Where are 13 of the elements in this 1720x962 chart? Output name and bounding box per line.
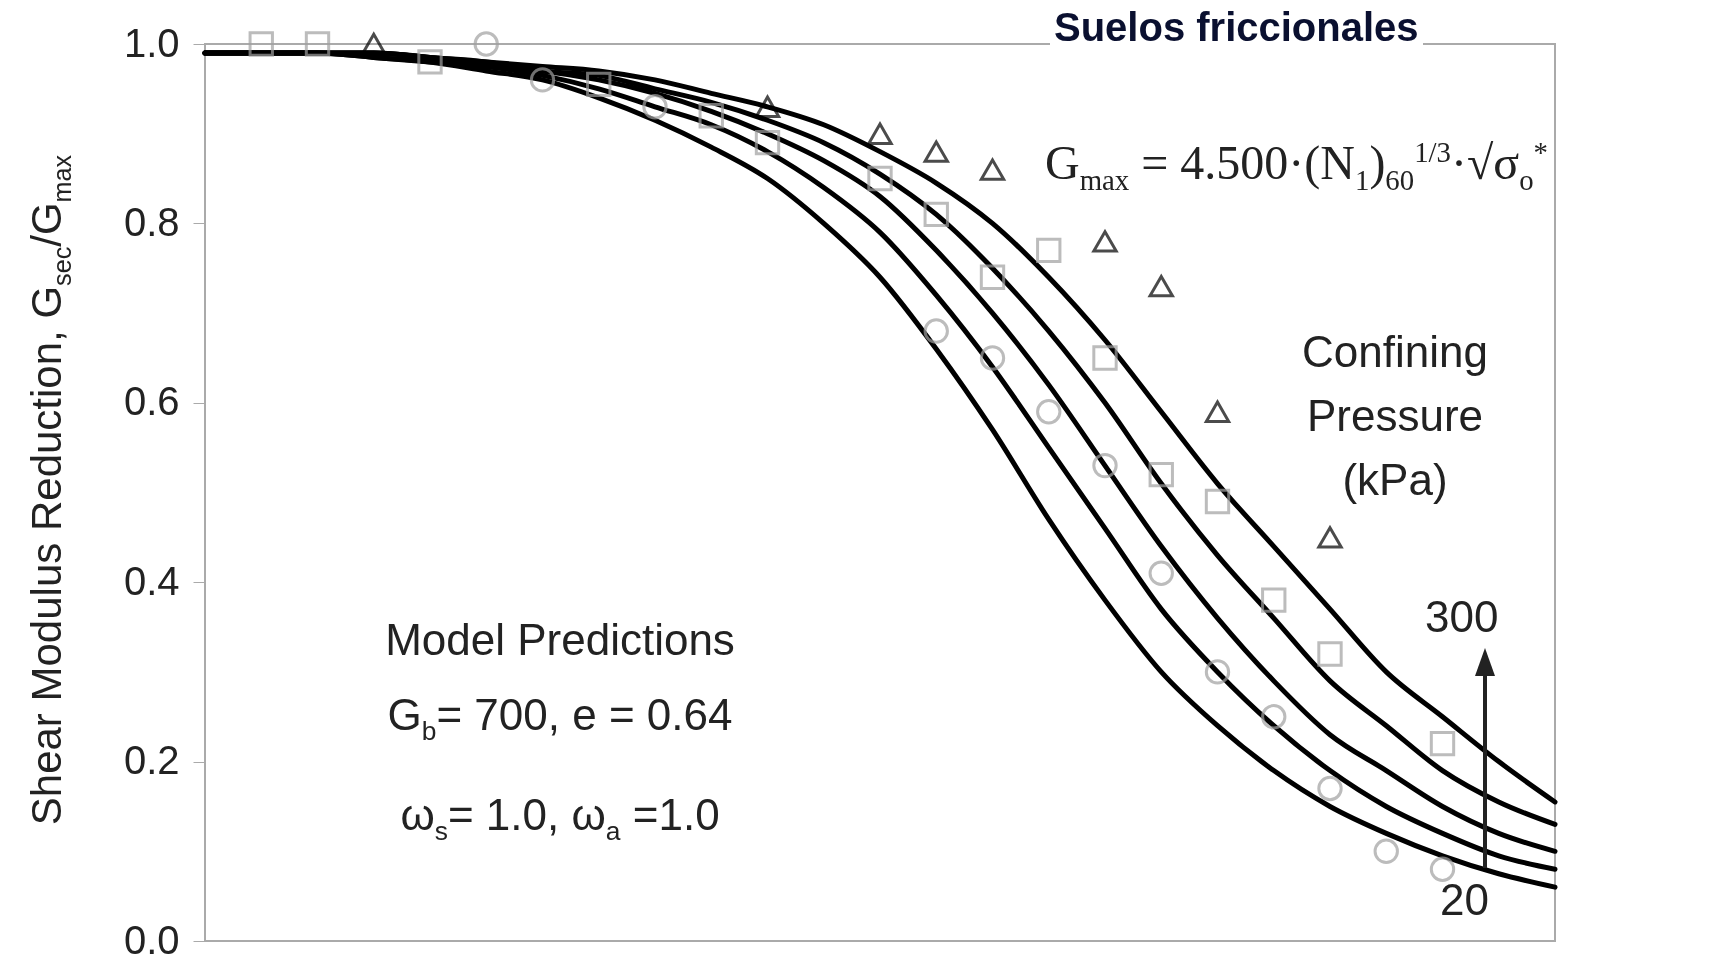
annotation: Confining Pressure (kPa) [1301, 326, 1489, 506]
y-tick-label: 1.0 [123, 20, 180, 65]
chart-title: Suelos friccionales [1050, 4, 1423, 50]
y-tick-label: 0.2 [123, 738, 180, 783]
annotation: ω$_{s}$= 1.0, ω$_{a}$ =1.0 [400, 790, 720, 847]
y-tick-label: 0.0 [123, 917, 180, 962]
annotation: 20 [1440, 875, 1489, 926]
y-tick-label: 0.4 [123, 558, 180, 603]
annotation: 300 [1425, 592, 1499, 643]
annotation: G$_{b}$= 700, e = 0.64 [387, 690, 733, 747]
y-tick-label: 0.8 [123, 199, 180, 244]
annotation: Model Predictions [385, 615, 735, 666]
y-tick-label: 0.6 [123, 379, 180, 424]
